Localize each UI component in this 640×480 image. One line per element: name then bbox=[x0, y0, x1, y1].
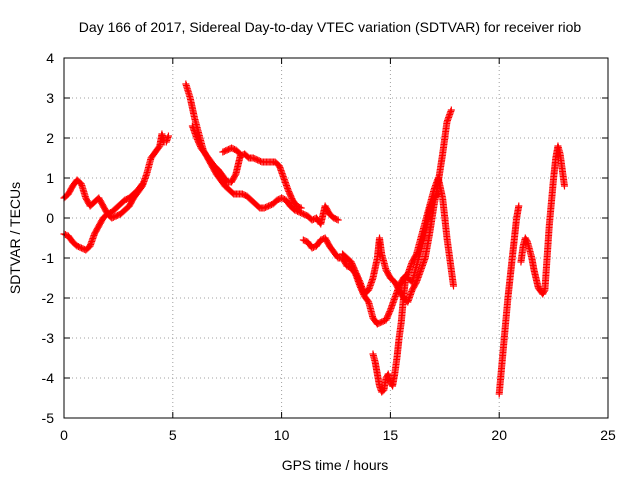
y-tick-label: 3 bbox=[46, 90, 54, 106]
data-point-interp bbox=[333, 215, 341, 223]
plot-frame bbox=[63, 57, 609, 419]
y-tick-label: -5 bbox=[42, 410, 55, 426]
data-points bbox=[60, 80, 568, 398]
data-point bbox=[164, 132, 172, 140]
data-point bbox=[297, 204, 305, 212]
data-point bbox=[447, 106, 455, 114]
x-tick-label: 15 bbox=[383, 427, 399, 443]
data-point bbox=[236, 150, 244, 158]
data-point-interp bbox=[137, 181, 145, 189]
data-point-interp bbox=[235, 149, 243, 157]
data-point bbox=[334, 216, 342, 224]
x-axis-label: GPS time / hours bbox=[282, 457, 389, 473]
y-tick-label: 0 bbox=[46, 210, 54, 226]
y-tick-label: 1 bbox=[46, 170, 54, 186]
x-tick-label: 10 bbox=[274, 427, 290, 443]
chart-title: Day 166 of 2017, Sidereal Day-to-day VTE… bbox=[79, 19, 582, 35]
data-point bbox=[450, 282, 458, 290]
data-point-interp bbox=[433, 191, 441, 199]
y-tick-label: 4 bbox=[46, 50, 54, 66]
y-tick-label: -3 bbox=[42, 330, 55, 346]
data-point bbox=[434, 190, 442, 198]
x-tick-label: 20 bbox=[491, 427, 507, 443]
y-axis-label: SDTVAR / TECUs bbox=[7, 182, 23, 294]
data-point-interp bbox=[296, 203, 304, 211]
y-tick-label: -1 bbox=[42, 250, 55, 266]
x-tick-label: 5 bbox=[169, 427, 177, 443]
y-tick-label: -4 bbox=[42, 370, 55, 386]
x-tick-label: 25 bbox=[600, 427, 616, 443]
data-point bbox=[515, 202, 523, 210]
y-tick-label: -2 bbox=[42, 290, 55, 306]
x-tick-label: 0 bbox=[60, 427, 68, 443]
data-point bbox=[560, 182, 568, 190]
y-tick-label: 2 bbox=[46, 130, 54, 146]
data-point bbox=[138, 180, 146, 188]
